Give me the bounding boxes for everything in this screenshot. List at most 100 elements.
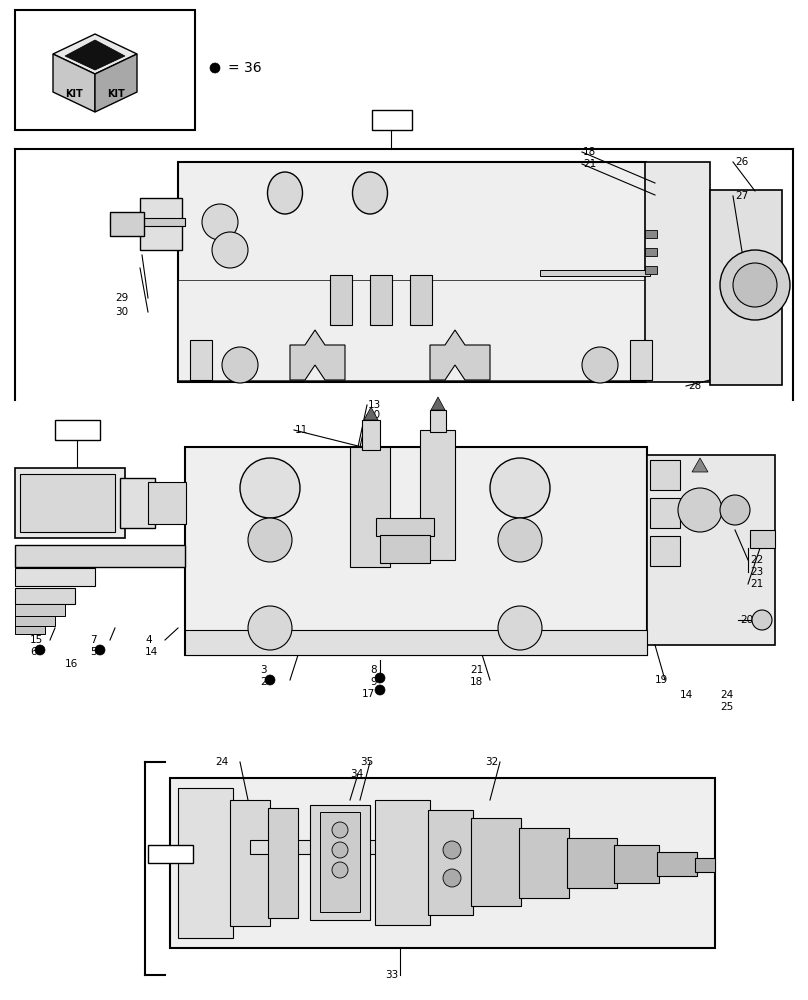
Ellipse shape bbox=[267, 172, 302, 214]
Bar bbox=[380, 535, 430, 563]
Circle shape bbox=[265, 675, 275, 685]
Bar bbox=[372, 110, 412, 130]
Circle shape bbox=[720, 495, 750, 525]
Circle shape bbox=[332, 822, 348, 838]
Bar bbox=[645, 162, 710, 382]
Text: 18: 18 bbox=[470, 677, 483, 687]
Polygon shape bbox=[65, 40, 125, 70]
Circle shape bbox=[733, 263, 777, 307]
Circle shape bbox=[443, 841, 461, 859]
Text: 17: 17 bbox=[362, 689, 375, 699]
Bar bbox=[350, 447, 390, 567]
Circle shape bbox=[498, 606, 542, 650]
Bar bbox=[375, 800, 430, 925]
Bar bbox=[120, 478, 155, 528]
Bar bbox=[519, 828, 569, 898]
Bar bbox=[320, 812, 360, 912]
Circle shape bbox=[720, 250, 790, 320]
Circle shape bbox=[210, 63, 220, 73]
Polygon shape bbox=[53, 54, 95, 112]
Text: 14: 14 bbox=[680, 690, 693, 700]
Text: 15: 15 bbox=[30, 635, 44, 645]
Bar bbox=[148, 845, 193, 863]
Text: 28: 28 bbox=[688, 381, 701, 391]
Circle shape bbox=[375, 673, 385, 683]
Bar bbox=[647, 455, 775, 645]
Bar bbox=[430, 410, 446, 432]
Bar bbox=[710, 190, 782, 385]
Circle shape bbox=[240, 458, 300, 518]
Bar bbox=[657, 852, 697, 876]
Text: 23: 23 bbox=[750, 567, 764, 577]
Text: 22: 22 bbox=[750, 555, 764, 565]
Text: 21: 21 bbox=[583, 159, 596, 169]
Text: 9: 9 bbox=[370, 677, 377, 687]
Bar bbox=[614, 845, 659, 883]
Text: 20: 20 bbox=[740, 615, 753, 625]
Circle shape bbox=[375, 685, 385, 695]
Text: 10: 10 bbox=[368, 410, 381, 420]
Text: 31: 31 bbox=[155, 849, 168, 859]
Text: KIT: KIT bbox=[65, 89, 83, 99]
Text: 34: 34 bbox=[350, 769, 364, 779]
Bar bbox=[110, 218, 185, 226]
Circle shape bbox=[678, 488, 722, 532]
PathPatch shape bbox=[430, 330, 490, 380]
Bar bbox=[178, 788, 233, 938]
Bar bbox=[310, 805, 370, 920]
Text: KIT: KIT bbox=[107, 89, 125, 99]
Bar bbox=[185, 447, 647, 655]
Polygon shape bbox=[364, 407, 378, 420]
Text: 11: 11 bbox=[295, 425, 308, 435]
Ellipse shape bbox=[352, 172, 388, 214]
Bar bbox=[20, 474, 115, 532]
Bar bbox=[645, 266, 657, 274]
Circle shape bbox=[332, 842, 348, 858]
Text: 33: 33 bbox=[385, 970, 398, 980]
Text: 32: 32 bbox=[485, 757, 499, 767]
Circle shape bbox=[35, 645, 45, 655]
Text: 4: 4 bbox=[145, 635, 152, 645]
Text: 13: 13 bbox=[368, 400, 381, 410]
Bar bbox=[567, 838, 617, 888]
Bar bbox=[471, 818, 521, 906]
Polygon shape bbox=[95, 54, 137, 112]
Text: 5: 5 bbox=[90, 647, 97, 657]
Bar bbox=[170, 778, 715, 948]
Circle shape bbox=[752, 610, 772, 630]
Bar bbox=[650, 536, 680, 566]
Bar bbox=[230, 800, 270, 926]
Circle shape bbox=[582, 347, 618, 383]
Bar bbox=[15, 626, 45, 634]
Text: 29: 29 bbox=[115, 293, 128, 303]
Text: 3: 3 bbox=[260, 665, 267, 675]
Text: = 36: = 36 bbox=[228, 61, 262, 75]
Text: 6: 6 bbox=[30, 647, 36, 657]
Polygon shape bbox=[692, 458, 708, 472]
Text: 27: 27 bbox=[735, 191, 748, 201]
Text: 21: 21 bbox=[750, 579, 764, 589]
Bar bbox=[15, 10, 195, 130]
Text: 21: 21 bbox=[470, 665, 483, 675]
Bar bbox=[410, 275, 432, 325]
Text: 12: 12 bbox=[368, 420, 381, 430]
Polygon shape bbox=[53, 34, 137, 74]
Text: 2: 2 bbox=[260, 677, 267, 687]
Bar bbox=[178, 280, 646, 380]
Circle shape bbox=[332, 862, 348, 878]
Bar bbox=[428, 810, 473, 915]
Text: 31: 31 bbox=[70, 425, 85, 435]
Bar bbox=[185, 630, 647, 655]
Text: 25: 25 bbox=[720, 702, 733, 712]
Circle shape bbox=[248, 518, 292, 562]
Bar bbox=[645, 248, 657, 256]
Text: 31: 31 bbox=[163, 849, 178, 859]
Bar bbox=[190, 340, 212, 380]
Bar bbox=[250, 840, 500, 854]
Bar bbox=[750, 530, 775, 548]
Bar bbox=[110, 212, 144, 236]
Bar bbox=[650, 460, 680, 490]
Text: 30: 30 bbox=[115, 307, 128, 317]
Bar bbox=[15, 468, 125, 538]
Text: 35: 35 bbox=[360, 757, 373, 767]
